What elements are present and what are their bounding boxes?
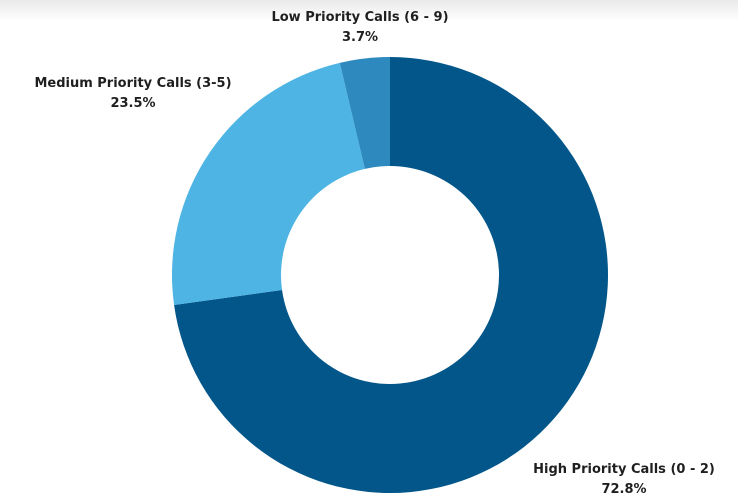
medium-priority-value-label: 23.5%	[110, 96, 156, 111]
medium-priority-category-label: Medium Priority Calls (3-5)	[34, 76, 232, 91]
slice-high-priority	[174, 57, 608, 493]
data-label-low-priority: Low Priority Calls (6 - 9) 3.7%	[265, 8, 455, 48]
slice-medium-priority	[172, 62, 365, 306]
high-priority-category-label: High Priority Calls (0 - 2)	[533, 462, 715, 477]
data-label-high-priority: High Priority Calls (0 - 2) 72.8%	[510, 460, 738, 495]
data-label-medium-priority: Medium Priority Calls (3-5) 23.5%	[0, 74, 266, 114]
slice-low-priority	[339, 57, 390, 169]
high-priority-value-label: 72.8%	[601, 482, 647, 495]
low-priority-value-label: 3.7%	[341, 30, 379, 45]
low-priority-category-label: Low Priority Calls (6 - 9)	[271, 10, 449, 25]
